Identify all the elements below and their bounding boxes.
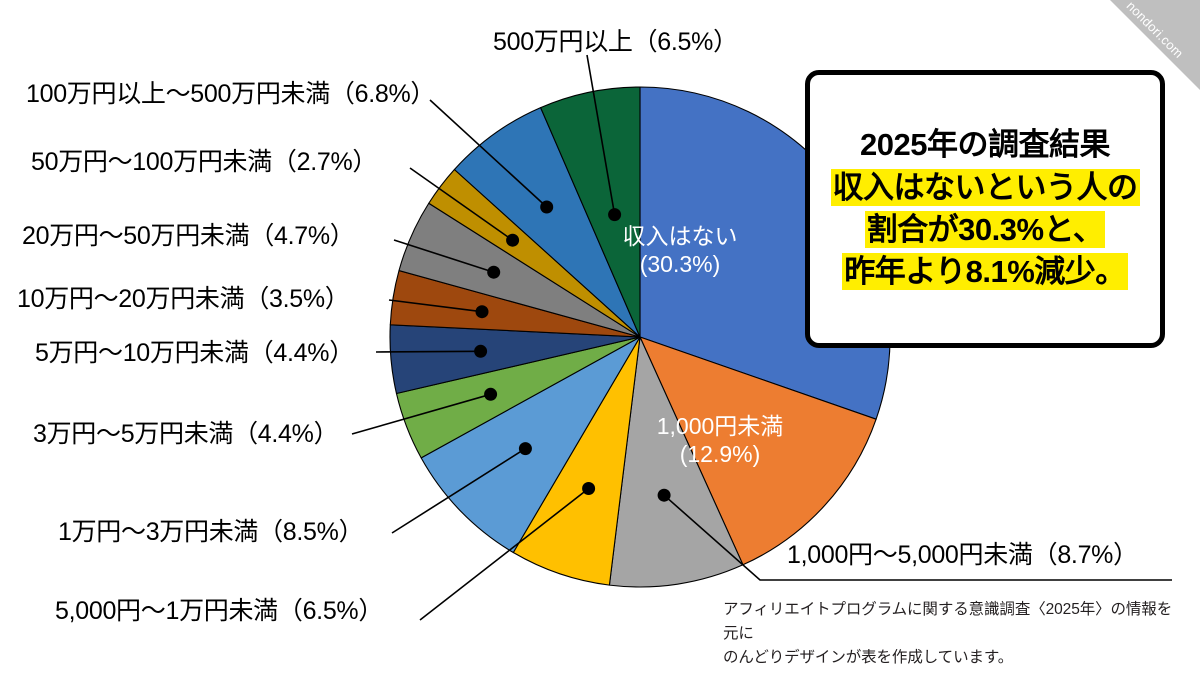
callout-line-2: 収入はないという人の xyxy=(830,168,1140,208)
leader-line xyxy=(429,99,548,208)
callout-line-3-text: 割合が30.3%と、 xyxy=(864,211,1106,248)
slice-label-10k-to-30k: 1万円〜3万円未満（8.5%） xyxy=(58,518,364,546)
leader-dot xyxy=(518,442,532,456)
leader-line xyxy=(586,54,616,215)
leader-line xyxy=(351,393,491,435)
leader-dot xyxy=(540,200,554,214)
callout-line-4-text: 昨年より8.1%減少。 xyxy=(842,253,1128,291)
pie-slice xyxy=(608,336,744,588)
slice-label-income-none: 収入はない (30.3%) xyxy=(600,222,760,278)
slice-label-1m-to-5m: 100万円以上〜500万円未満（6.8%） xyxy=(26,80,436,108)
leader-line xyxy=(393,239,494,273)
callout-line-3: 割合が30.3%と、 xyxy=(864,210,1106,250)
leader-dot xyxy=(506,233,520,247)
leader-lines xyxy=(351,54,1172,621)
leader-dot xyxy=(608,208,622,222)
pie-slice xyxy=(540,86,641,338)
slice-label-1000-to-5000: 1,000円〜5,000円未満（8.7%） xyxy=(787,541,1138,569)
source-note-line-1: アフィリエイトプログラムに関する意識調査〈2025年〉の情報を元に xyxy=(723,601,1173,643)
leader-dot xyxy=(657,488,671,502)
pie-slice xyxy=(639,336,877,566)
slice-label-200k-to-500k: 20万円〜50万円未満（4.7%） xyxy=(22,222,355,250)
leader-line xyxy=(409,167,514,241)
slice-label-500k-to-1m: 50万円〜100万円未満（2.7%） xyxy=(31,148,378,176)
leader-dot xyxy=(484,387,498,401)
slice-label-50k-to-100k: 5万円〜10万円未満（4.4%） xyxy=(35,339,354,367)
leader-dot xyxy=(475,305,489,319)
slice-label-income-none-pct: (30.3%) xyxy=(639,251,721,278)
leader-line xyxy=(388,299,483,313)
leader-dot xyxy=(474,344,488,358)
leader-line xyxy=(663,494,1172,581)
leader-line xyxy=(391,447,526,534)
leader-line xyxy=(375,350,481,353)
callout-line-1: 2025年の調査結果 xyxy=(860,127,1110,163)
leader-dot xyxy=(487,265,501,279)
callout-box: 2025年の調査結果 収入はないという人の 割合が30.3%と、 昨年より8.1… xyxy=(805,70,1165,348)
slice-label-income-none-name: 収入はない xyxy=(622,223,738,249)
leader-dot xyxy=(582,482,596,495)
leader-line xyxy=(419,487,590,621)
slice-label-5000-to-10k: 5,000円〜1万円未満（6.5%） xyxy=(55,597,384,625)
slice-label-over-5m: 500万円以上（6.5%） xyxy=(493,28,738,56)
source-note-line-2: のんどりデザインが表を作成しています。 xyxy=(723,649,1014,667)
slice-label-under-1000-name: 1,000円未満 xyxy=(656,413,784,439)
slice-label-30k-to-50k: 3万円〜5万円未満（4.4%） xyxy=(33,420,339,448)
slice-label-under-1000-pct: (12.9%) xyxy=(679,441,761,468)
callout-line-4: 昨年より8.1%減少。 xyxy=(842,252,1128,292)
callout-line-2-text: 収入はないという人の xyxy=(830,168,1140,206)
slice-label-under-1000: 1,000円未満 (12.9%) xyxy=(620,412,820,468)
source-note: アフィリエイトプログラムに関する意識調査〈2025年〉の情報を元に のんどりデザ… xyxy=(723,598,1183,670)
slice-label-100k-to-200k: 10万円〜20万円未満（3.5%） xyxy=(17,285,350,313)
